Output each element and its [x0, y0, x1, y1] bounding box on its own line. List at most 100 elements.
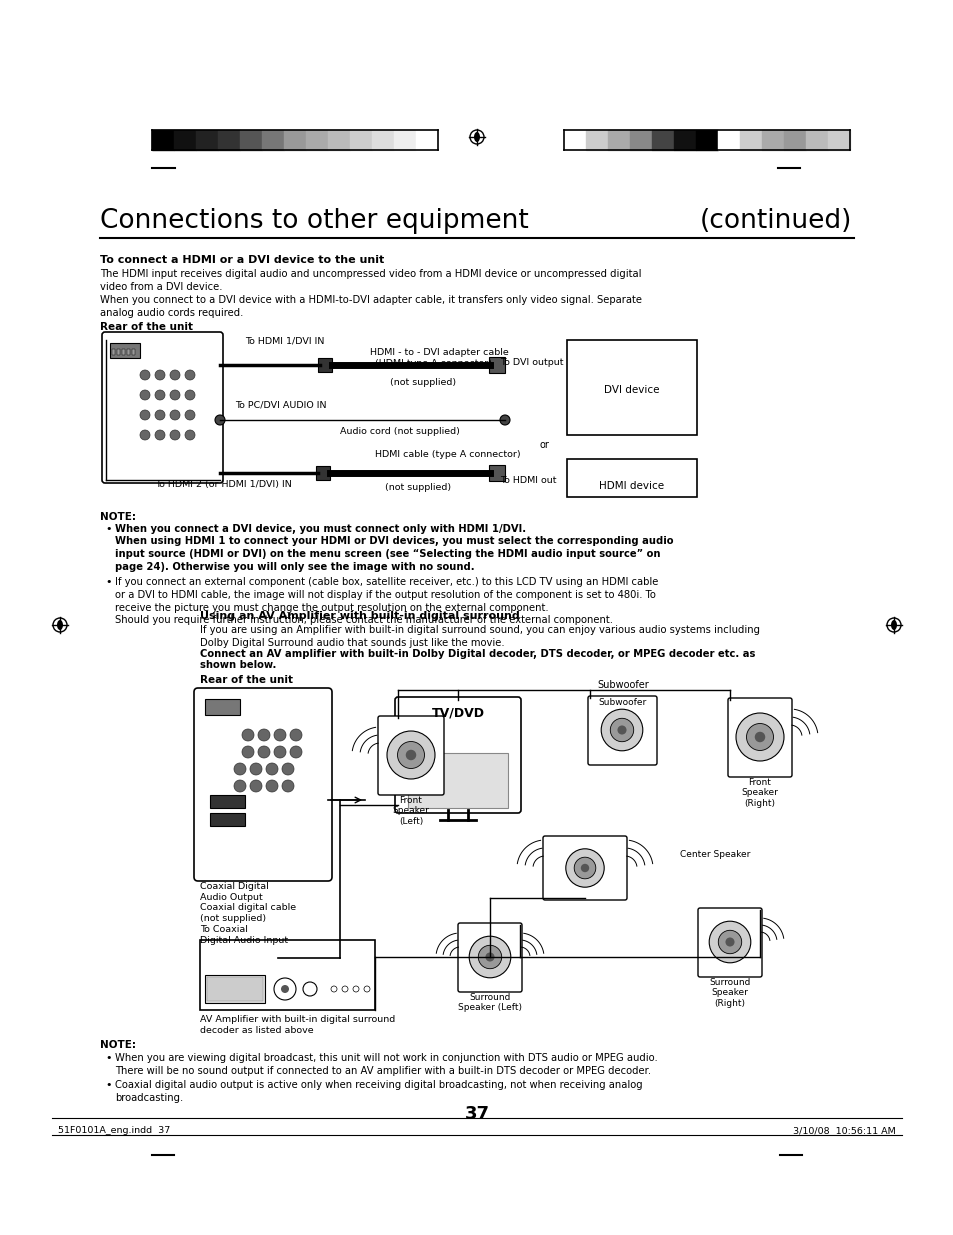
Text: To PC/DVI AUDIO IN: To PC/DVI AUDIO IN: [234, 400, 326, 409]
Text: 37: 37: [464, 1105, 489, 1123]
FancyBboxPatch shape: [102, 332, 223, 483]
Circle shape: [485, 952, 494, 962]
Text: Connect an AV amplifier with built-in Dolby Digital decoder, DTS decoder, or MPE: Connect an AV amplifier with built-in Do…: [200, 650, 755, 659]
Circle shape: [140, 390, 150, 400]
Circle shape: [185, 410, 194, 420]
Text: Rear of the unit: Rear of the unit: [200, 676, 293, 685]
Text: AV Amplifier with built-in digital surround
decoder as listed above: AV Amplifier with built-in digital surro…: [200, 1015, 395, 1035]
Circle shape: [565, 848, 603, 887]
Circle shape: [580, 863, 589, 872]
Circle shape: [282, 763, 294, 776]
Bar: [805, 130, 827, 149]
Circle shape: [185, 370, 194, 380]
Circle shape: [724, 937, 734, 946]
Bar: [110, 343, 140, 358]
Circle shape: [170, 390, 180, 400]
Text: Connections to other equipment: Connections to other equipment: [100, 207, 528, 233]
Text: If you are using an Amplifier with built-in digital surround sound, you can enjo: If you are using an Amplifier with built…: [200, 625, 760, 648]
Text: Coaxial digital cable
(not supplied)
To Coaxial
Digital Audio Input: Coaxial digital cable (not supplied) To …: [200, 903, 295, 945]
Bar: [328, 130, 350, 149]
Text: •: •: [105, 1079, 112, 1091]
Circle shape: [266, 763, 277, 776]
Circle shape: [290, 746, 302, 758]
FancyBboxPatch shape: [457, 923, 521, 992]
Bar: [607, 130, 629, 149]
Bar: [317, 358, 332, 372]
Bar: [408, 753, 507, 808]
Bar: [152, 130, 173, 149]
Circle shape: [754, 732, 764, 742]
Circle shape: [274, 953, 282, 962]
Bar: [315, 466, 330, 480]
Text: (continued): (continued): [700, 207, 851, 233]
Circle shape: [154, 410, 165, 420]
Bar: [827, 130, 849, 149]
Text: To HDMI out: To HDMI out: [499, 475, 556, 485]
Bar: [566, 340, 697, 435]
Circle shape: [154, 370, 165, 380]
Circle shape: [745, 724, 773, 751]
Bar: [207, 977, 263, 1002]
Text: When you connect a DVI device, you must connect only with HDMI 1/DVI.: When you connect a DVI device, you must …: [115, 524, 525, 534]
Circle shape: [185, 430, 194, 440]
Text: or: or: [539, 440, 549, 450]
Bar: [195, 130, 218, 149]
Circle shape: [574, 857, 596, 879]
FancyBboxPatch shape: [395, 697, 520, 813]
Text: Using an AV Amplifier with built-in digital surround: Using an AV Amplifier with built-in digi…: [200, 611, 519, 621]
Text: •: •: [105, 577, 112, 587]
Circle shape: [214, 415, 225, 425]
Text: NOTE:: NOTE:: [100, 1040, 136, 1050]
Circle shape: [617, 725, 626, 735]
Text: Rear of the unit: Rear of the unit: [100, 322, 193, 332]
Bar: [566, 459, 697, 496]
Text: shown below.: shown below.: [200, 659, 276, 671]
Text: Coaxial digital audio output is active only when receiving digital broadcasting,: Coaxial digital audio output is active o…: [115, 1079, 642, 1103]
Circle shape: [405, 750, 416, 761]
Text: (not supplied): (not supplied): [385, 483, 451, 492]
Circle shape: [250, 781, 262, 792]
Circle shape: [331, 986, 336, 992]
Bar: [262, 130, 284, 149]
Circle shape: [140, 410, 150, 420]
Circle shape: [610, 719, 633, 742]
Text: Audio cord (not supplied): Audio cord (not supplied): [339, 427, 459, 436]
Bar: [718, 130, 740, 149]
Circle shape: [154, 390, 165, 400]
Circle shape: [140, 370, 150, 380]
FancyBboxPatch shape: [193, 688, 332, 881]
Text: (not supplied): (not supplied): [390, 378, 456, 387]
Circle shape: [242, 729, 253, 741]
Text: Front
Speaker
(Right): Front Speaker (Right): [740, 778, 778, 808]
Bar: [783, 130, 805, 149]
Bar: [651, 130, 673, 149]
Bar: [416, 130, 437, 149]
Bar: [200, 940, 375, 1010]
Bar: [205, 699, 240, 715]
Circle shape: [477, 945, 501, 968]
Text: DVI device: DVI device: [603, 385, 659, 395]
Bar: [489, 466, 504, 480]
Circle shape: [469, 936, 510, 978]
Circle shape: [266, 781, 277, 792]
Text: 51F0101A_eng.indd  37: 51F0101A_eng.indd 37: [58, 1126, 170, 1135]
Text: Center Speaker: Center Speaker: [679, 850, 750, 860]
Text: Subwoofer: Subwoofer: [598, 698, 646, 706]
Text: •: •: [105, 1053, 112, 1063]
Text: If you connect an external component (cable box, satellite receiver, etc.) to th: If you connect an external component (ca…: [115, 577, 658, 625]
Circle shape: [170, 410, 180, 420]
Circle shape: [233, 781, 246, 792]
Circle shape: [282, 781, 294, 792]
Bar: [372, 130, 394, 149]
Text: HDMI - to - DVI adapter cable: HDMI - to - DVI adapter cable: [370, 348, 508, 357]
Bar: [173, 130, 195, 149]
Bar: [673, 130, 696, 149]
Text: Surround
Speaker
(Right): Surround Speaker (Right): [709, 978, 750, 1008]
Text: NOTE:: NOTE:: [100, 513, 136, 522]
Text: The HDMI input receives digital audio and uncompressed video from a HDMI device : The HDMI input receives digital audio an…: [100, 269, 640, 293]
Text: When you are viewing digital broadcast, this unit will not work in conjunction w: When you are viewing digital broadcast, …: [115, 1053, 657, 1076]
Bar: [284, 130, 306, 149]
Bar: [112, 350, 115, 354]
Circle shape: [303, 982, 316, 995]
Circle shape: [274, 729, 286, 741]
